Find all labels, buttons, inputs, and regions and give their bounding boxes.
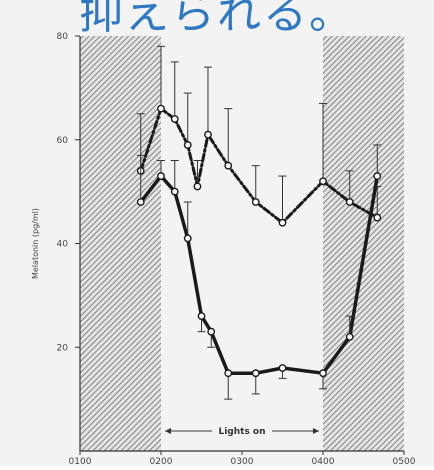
data-point [197, 312, 206, 321]
arrowhead-left [165, 428, 171, 434]
x-tick-label: 0500 [393, 457, 416, 466]
data-point [319, 369, 327, 378]
slide-headline: 抑えられる。 [79, 0, 355, 39]
y-tick-label: 20 [57, 343, 69, 353]
y-axis-title: Melatonin (pg/ml) [31, 208, 40, 279]
data-point [204, 130, 212, 139]
dark-period-band [323, 36, 404, 451]
x-tick-label: 0200 [150, 457, 173, 466]
data-point [183, 141, 192, 149]
y-tick-label: 60 [57, 136, 69, 146]
data-point [224, 161, 233, 170]
data-point [345, 198, 354, 206]
data-point [170, 115, 179, 123]
data-point [251, 369, 260, 378]
lights-on-label: Lights on [218, 427, 265, 437]
data-point [193, 182, 202, 191]
x-tick-label: 0100 [69, 457, 92, 466]
data-point [278, 218, 287, 227]
data-point [278, 364, 287, 372]
y-tick-label: 80 [57, 32, 69, 42]
data-point [345, 332, 354, 341]
data-point [207, 327, 216, 336]
data-point [224, 369, 233, 378]
arrowhead-right [313, 428, 319, 434]
data-point [136, 198, 145, 206]
data-point [183, 234, 192, 243]
y-tick-label: 40 [57, 240, 69, 250]
data-point [170, 187, 179, 196]
data-point [373, 172, 382, 180]
dark-period-band [80, 36, 161, 451]
data-point [251, 198, 260, 206]
data-point [373, 213, 382, 222]
x-tick-label: 0400 [312, 457, 335, 466]
data-point [319, 177, 327, 186]
data-point [157, 172, 165, 180]
x-tick-label: 0300 [231, 457, 254, 466]
data-point [157, 104, 165, 113]
